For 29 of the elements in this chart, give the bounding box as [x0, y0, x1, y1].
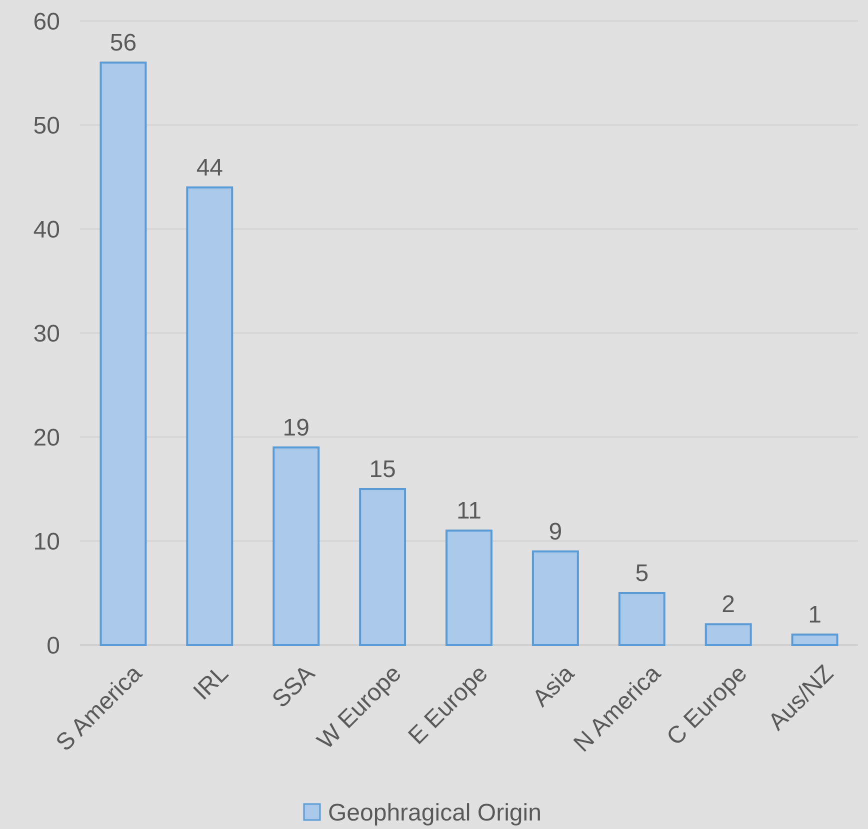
y-tick-label: 10 — [33, 528, 60, 556]
data-label: 19 — [282, 414, 310, 442]
bar — [359, 488, 406, 646]
bar — [100, 62, 147, 646]
data-label: 11 — [456, 498, 482, 525]
data-label: 56 — [110, 30, 137, 57]
legend-label: Geophragical Origin — [328, 799, 542, 826]
y-tick-label: 0 — [46, 632, 60, 660]
x-tick-label: SSA — [267, 660, 320, 714]
data-label: 9 — [548, 518, 562, 546]
data-label: 44 — [196, 154, 224, 182]
y-tick-label: 40 — [33, 216, 60, 244]
y-tick-label: 30 — [33, 320, 60, 348]
data-label: 15 — [369, 456, 396, 483]
data-label: 5 — [635, 560, 649, 587]
data-label: 1 — [808, 602, 822, 629]
bar — [446, 530, 492, 646]
y-tick-label: 60 — [33, 8, 60, 36]
bar — [272, 446, 320, 646]
bar — [704, 623, 752, 646]
x-tick-label: Asia — [527, 660, 580, 712]
bar — [791, 634, 838, 646]
y-tick-label: 50 — [33, 112, 60, 140]
y-tick-label: 20 — [33, 424, 60, 452]
data-label: 2 — [722, 591, 736, 618]
x-tick-label: IRL — [188, 660, 234, 706]
bar — [618, 592, 666, 646]
bar — [532, 550, 579, 646]
bar — [186, 186, 234, 646]
